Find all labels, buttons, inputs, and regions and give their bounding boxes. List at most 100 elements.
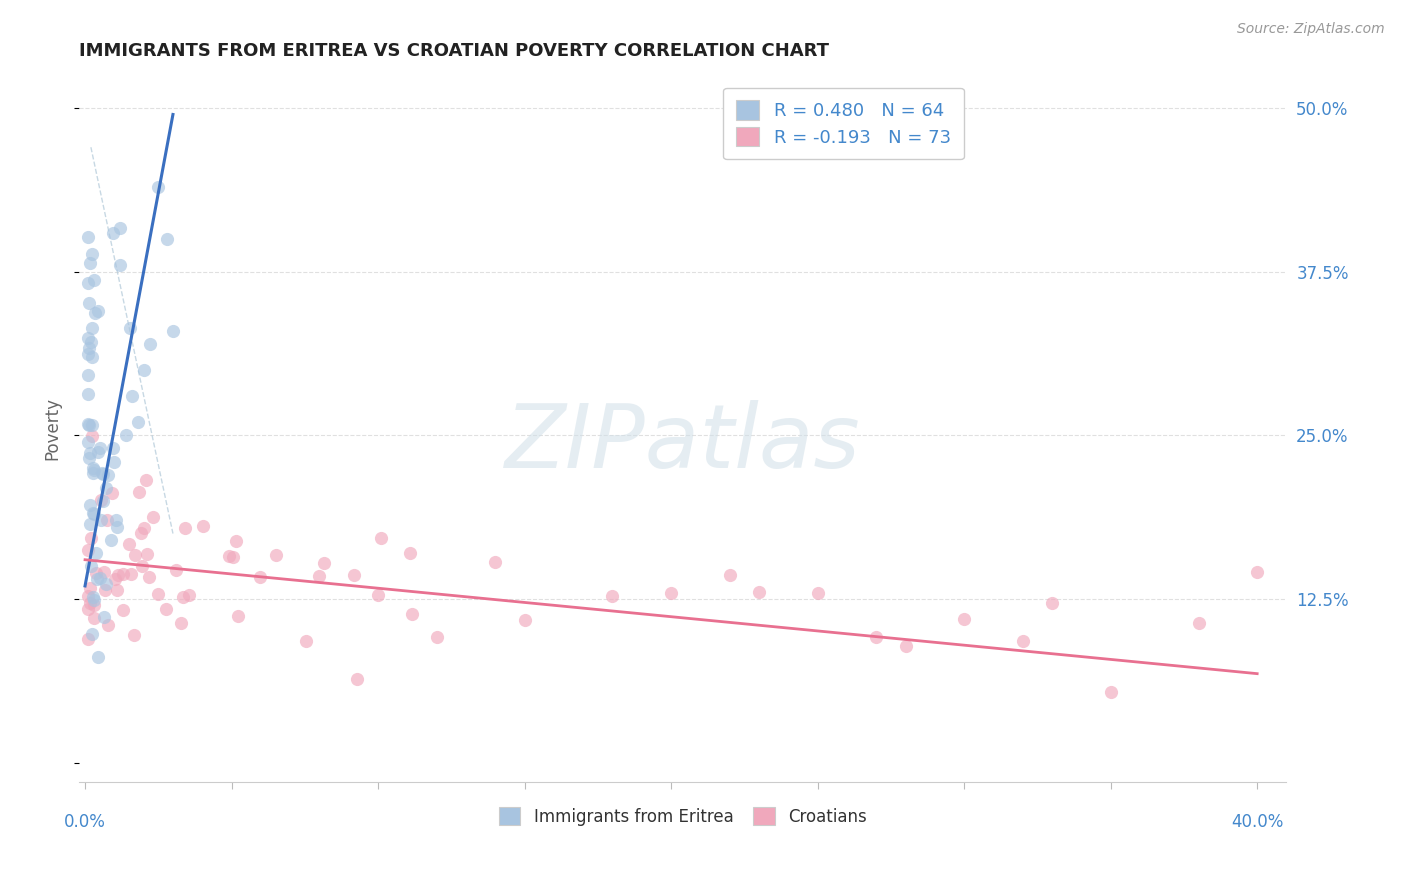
Point [894,640,917,654]
Point [295,634,318,648]
Point [77,347,100,361]
Point [513,613,536,627]
Point [94,481,117,495]
Point [659,586,682,600]
Point [79,582,101,596]
Point [131,558,153,573]
Point [91,467,114,481]
Point [138,570,160,584]
Point [79,451,101,466]
Y-axis label: Poverty: Poverty [44,397,60,460]
Point [86,573,108,587]
Point [79,531,101,545]
Point [79,498,101,512]
Point [96,513,118,527]
Point [77,296,100,310]
Point [90,492,112,507]
Point [129,525,152,540]
Point [748,585,770,599]
Point [77,277,100,291]
Point [79,596,101,610]
Point [132,363,155,377]
Point [79,335,101,350]
Point [135,474,157,488]
Point [138,336,160,351]
Point [77,331,100,345]
Point [83,592,105,607]
Point [602,590,624,604]
Point [174,521,197,535]
Point [193,519,215,533]
Point [179,588,201,602]
Point [101,441,124,455]
Point [264,548,287,562]
Point [312,556,335,570]
Point [97,618,120,632]
Point [124,549,146,563]
Point [77,341,100,355]
Point [1011,633,1033,648]
Point [108,221,131,235]
Point [343,567,366,582]
Point [82,590,104,604]
Point [86,566,108,581]
Point [77,417,100,432]
Point [87,445,110,459]
Point [83,611,105,625]
Point [83,273,105,287]
Point [865,630,887,644]
Text: IMMIGRANTS FROM ERITREA VS CROATIAN POVERTY CORRELATION CHART: IMMIGRANTS FROM ERITREA VS CROATIAN POVE… [79,42,830,60]
Point [79,446,101,460]
Point [77,632,100,647]
Point [91,467,114,481]
Point [170,615,193,630]
Point [93,583,115,598]
Point [103,454,125,468]
Point [83,463,105,477]
Text: 0.0%: 0.0% [65,813,105,831]
Point [82,320,104,334]
Point [172,590,194,604]
Point [128,485,150,500]
Point [118,321,141,335]
Point [105,582,128,597]
Point [346,672,368,686]
Point [401,607,423,621]
Point [82,461,104,475]
Point [111,603,134,617]
Point [249,570,271,584]
Point [156,232,179,246]
Text: ZIPatlas: ZIPatlas [505,400,860,486]
Point [118,536,141,550]
Point [84,306,107,320]
Point [121,389,143,403]
Point [399,546,422,560]
Point [90,514,112,528]
Point [96,577,118,591]
Point [165,563,187,577]
Point [122,628,145,642]
Point [155,601,177,615]
Point [148,587,170,601]
Point [77,543,100,558]
Point [77,368,100,383]
Point [226,609,249,624]
Point [108,258,131,272]
Point [80,429,103,443]
Point [77,387,100,401]
Point [104,572,127,586]
Point [82,467,104,481]
Point [162,324,184,338]
Point [136,548,159,562]
Point [111,566,134,581]
Point [1040,596,1063,610]
Point [87,650,110,665]
Point [89,442,111,456]
Point [222,549,245,564]
Point [1246,565,1268,579]
Point [84,546,107,560]
Point [83,598,105,612]
Point [1099,685,1122,699]
Point [77,602,100,616]
Point [97,467,120,482]
